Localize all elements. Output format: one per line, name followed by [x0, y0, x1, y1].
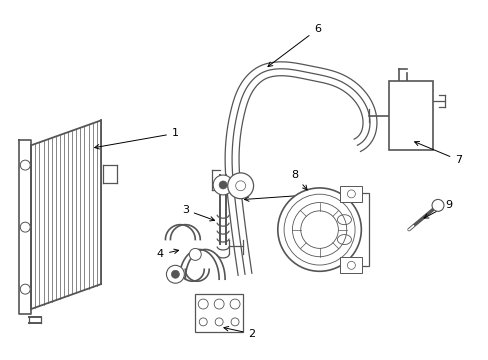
Circle shape: [20, 284, 30, 294]
Circle shape: [171, 270, 179, 278]
Circle shape: [277, 188, 361, 271]
Bar: [340, 257, 362, 273]
Bar: [340, 186, 362, 202]
Circle shape: [235, 181, 245, 191]
Bar: [195, 294, 243, 332]
Bar: [388, 81, 432, 150]
Text: 5: 5: [244, 190, 312, 201]
Text: 8: 8: [290, 170, 306, 190]
Text: 1: 1: [95, 129, 179, 149]
Circle shape: [20, 160, 30, 170]
Circle shape: [219, 181, 226, 189]
Circle shape: [346, 261, 355, 269]
Text: 6: 6: [267, 24, 321, 67]
Circle shape: [198, 299, 208, 309]
Text: 2: 2: [224, 327, 255, 339]
Circle shape: [213, 175, 233, 195]
Circle shape: [227, 173, 253, 199]
Circle shape: [166, 265, 184, 283]
Circle shape: [189, 248, 201, 260]
Bar: [314, 193, 368, 266]
Text: 9: 9: [423, 200, 451, 218]
Text: 7: 7: [414, 141, 461, 165]
Circle shape: [199, 318, 207, 326]
Circle shape: [215, 318, 223, 326]
Circle shape: [214, 299, 224, 309]
Text: 4: 4: [157, 249, 178, 260]
Text: 3: 3: [182, 205, 214, 221]
Circle shape: [230, 299, 240, 309]
Circle shape: [231, 318, 239, 326]
Circle shape: [346, 190, 355, 198]
Circle shape: [20, 222, 30, 232]
Circle shape: [431, 199, 443, 211]
